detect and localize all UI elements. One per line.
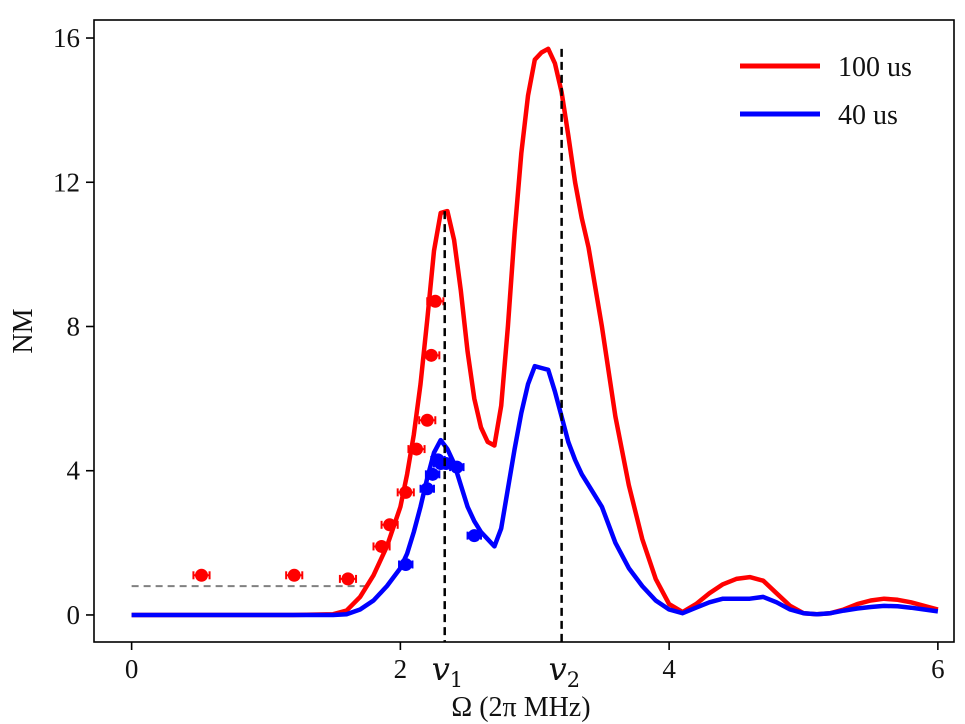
y-axis-label: NM: [8, 308, 39, 353]
x-tick-label: 0: [125, 654, 139, 684]
legend: 100 us 40 us: [740, 52, 912, 131]
axis-ticks-layer: 0 2 4 6 0 4 8 12 16: [53, 23, 945, 684]
marker-label-v1: v1: [432, 650, 463, 692]
data-point: [420, 482, 434, 496]
data-point: [410, 442, 423, 456]
data-point: [420, 413, 434, 427]
data-point: [426, 467, 440, 481]
data-point: [383, 518, 397, 532]
x-axis-label: Ω (2π MHz): [451, 692, 590, 723]
data-point: [467, 529, 481, 543]
data-point: [287, 568, 301, 582]
data-points-layer: [192, 294, 482, 586]
series-line-40us: [131, 363, 939, 618]
series-layer: [131, 46, 939, 618]
data-point: [195, 568, 208, 582]
legend-label-100us: 100 us: [838, 52, 912, 83]
data-point: [341, 572, 355, 586]
y-tick-label: 16: [53, 23, 80, 53]
x-tick-label: 4: [662, 654, 676, 684]
data-point: [375, 539, 389, 553]
data-point: [399, 485, 413, 499]
legend-label-40us: 40 us: [838, 100, 898, 131]
data-point: [428, 294, 442, 308]
plot-frame: [93, 19, 955, 643]
y-tick-label: 8: [67, 311, 81, 341]
y-tick-label: 4: [67, 456, 81, 486]
marker-label-v2: v2: [549, 650, 580, 692]
x-tick-label: 2: [394, 654, 408, 684]
y-tick-label: 12: [53, 167, 80, 197]
x-tick-label: 6: [931, 654, 945, 684]
data-point: [424, 348, 438, 362]
data-point: [450, 460, 464, 474]
y-tick-label: 0: [67, 600, 81, 630]
data-point: [399, 557, 413, 571]
series-line-100us: [131, 46, 939, 618]
